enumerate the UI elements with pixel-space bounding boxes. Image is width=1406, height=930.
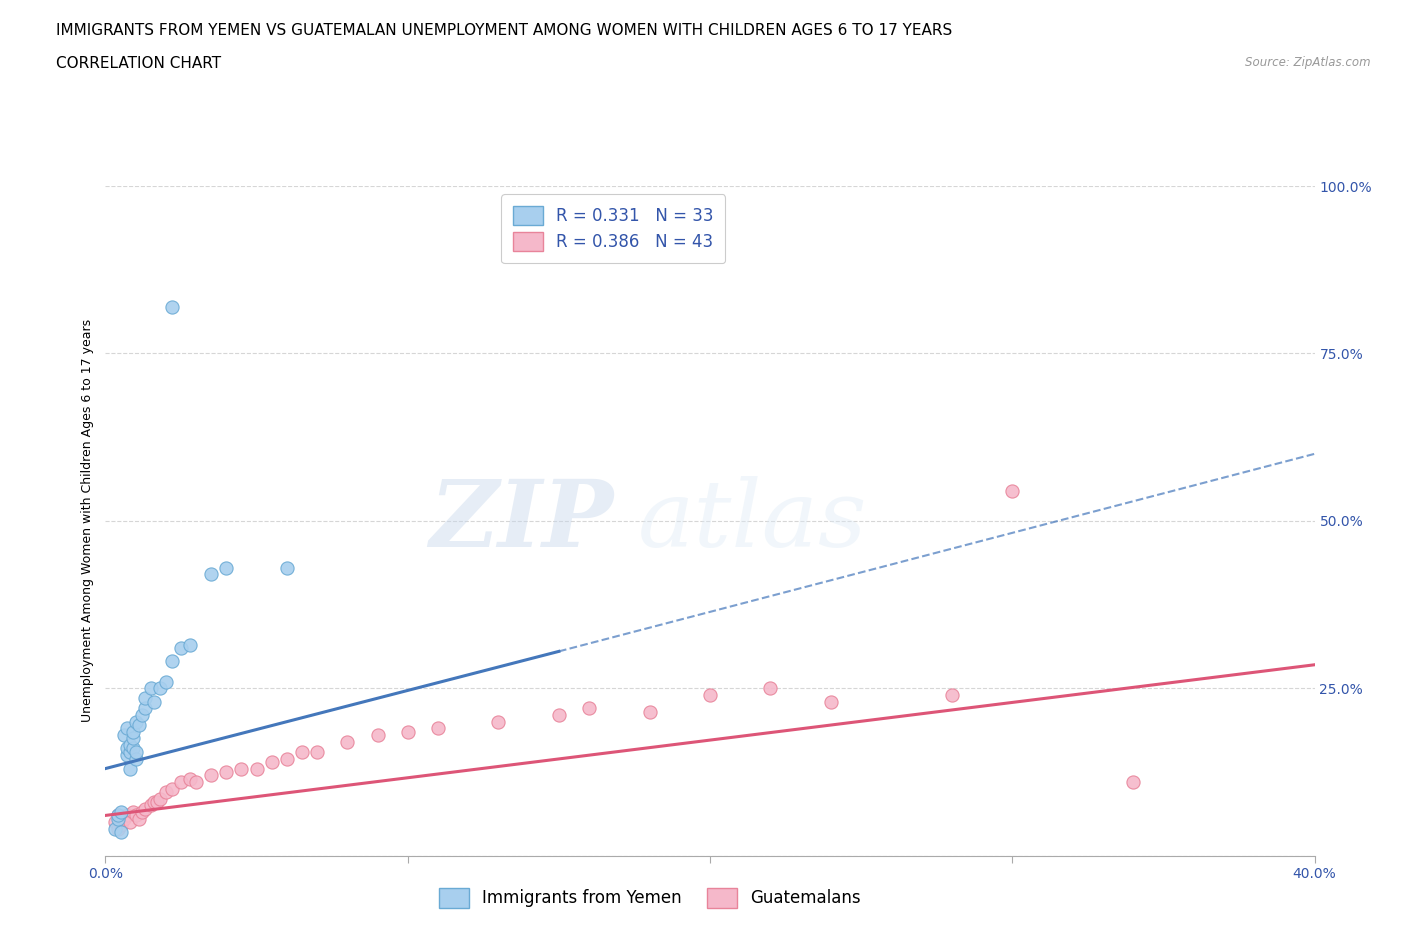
- Point: [245, 761, 267, 776]
- Point: [146, 794, 169, 809]
- Point: [160, 781, 183, 796]
- Text: IMMIGRANTS FROM YEMEN VS GUATEMALAN UNEMPLOYMENT AMONG WOMEN WITH CHILDREN AGES : IMMIGRANTS FROM YEMEN VS GUATEMALAN UNEM…: [56, 23, 952, 38]
- Point: [336, 735, 359, 750]
- Point: [118, 815, 141, 830]
- Point: [160, 299, 183, 314]
- Point: [128, 718, 150, 733]
- Point: [142, 794, 165, 809]
- Point: [115, 748, 138, 763]
- Point: [276, 751, 298, 766]
- Point: [941, 687, 963, 702]
- Point: [291, 744, 314, 759]
- Point: [107, 811, 129, 826]
- Point: [115, 721, 138, 736]
- Point: [124, 751, 148, 766]
- Point: [139, 798, 162, 813]
- Point: [1122, 775, 1144, 790]
- Point: [121, 741, 143, 756]
- Point: [276, 560, 298, 575]
- Point: [139, 681, 162, 696]
- Point: [548, 708, 571, 723]
- Point: [426, 721, 449, 736]
- Point: [179, 771, 201, 786]
- Point: [307, 744, 329, 759]
- Point: [103, 821, 125, 836]
- Point: [118, 737, 141, 752]
- Point: [231, 761, 253, 776]
- Point: [107, 808, 129, 823]
- Text: atlas: atlas: [637, 476, 868, 565]
- Point: [121, 731, 143, 746]
- Point: [107, 821, 129, 836]
- Point: [134, 802, 156, 817]
- Point: [638, 704, 661, 719]
- Point: [118, 761, 141, 776]
- Point: [118, 744, 141, 759]
- Text: CORRELATION CHART: CORRELATION CHART: [56, 56, 221, 71]
- Point: [115, 741, 138, 756]
- Point: [121, 804, 143, 819]
- Point: [155, 785, 177, 800]
- Point: [110, 818, 132, 833]
- Point: [366, 727, 388, 742]
- Point: [107, 808, 129, 823]
- Point: [200, 768, 222, 783]
- Point: [186, 775, 208, 790]
- Point: [396, 724, 419, 739]
- Point: [215, 560, 238, 575]
- Point: [142, 694, 165, 709]
- Point: [1001, 484, 1024, 498]
- Point: [134, 691, 156, 706]
- Point: [131, 708, 153, 723]
- Point: [115, 808, 138, 823]
- Point: [486, 714, 509, 729]
- Point: [110, 825, 132, 840]
- Point: [260, 754, 283, 769]
- Legend: Immigrants from Yemen, Guatemalans: Immigrants from Yemen, Guatemalans: [432, 882, 868, 914]
- Point: [149, 791, 172, 806]
- Point: [578, 701, 600, 716]
- Point: [699, 687, 721, 702]
- Point: [170, 775, 193, 790]
- Point: [170, 641, 193, 656]
- Point: [820, 694, 842, 709]
- Point: [110, 804, 132, 819]
- Point: [131, 804, 153, 819]
- Point: [155, 674, 177, 689]
- Point: [759, 681, 782, 696]
- Point: [112, 811, 135, 826]
- Point: [149, 681, 172, 696]
- Point: [112, 727, 135, 742]
- Y-axis label: Unemployment Among Women with Children Ages 6 to 17 years: Unemployment Among Women with Children A…: [82, 319, 94, 723]
- Point: [124, 714, 148, 729]
- Point: [124, 808, 148, 823]
- Point: [121, 724, 143, 739]
- Point: [124, 744, 148, 759]
- Point: [134, 701, 156, 716]
- Point: [200, 567, 222, 582]
- Point: [103, 815, 125, 830]
- Point: [179, 637, 201, 652]
- Text: ZIP: ZIP: [429, 476, 613, 565]
- Point: [160, 654, 183, 669]
- Point: [128, 811, 150, 826]
- Text: Source: ZipAtlas.com: Source: ZipAtlas.com: [1246, 56, 1371, 69]
- Point: [215, 764, 238, 779]
